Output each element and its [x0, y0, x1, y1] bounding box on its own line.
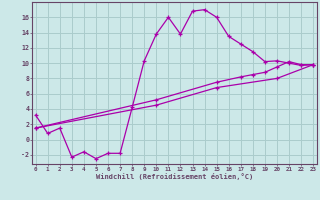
- X-axis label: Windchill (Refroidissement éolien,°C): Windchill (Refroidissement éolien,°C): [96, 173, 253, 180]
